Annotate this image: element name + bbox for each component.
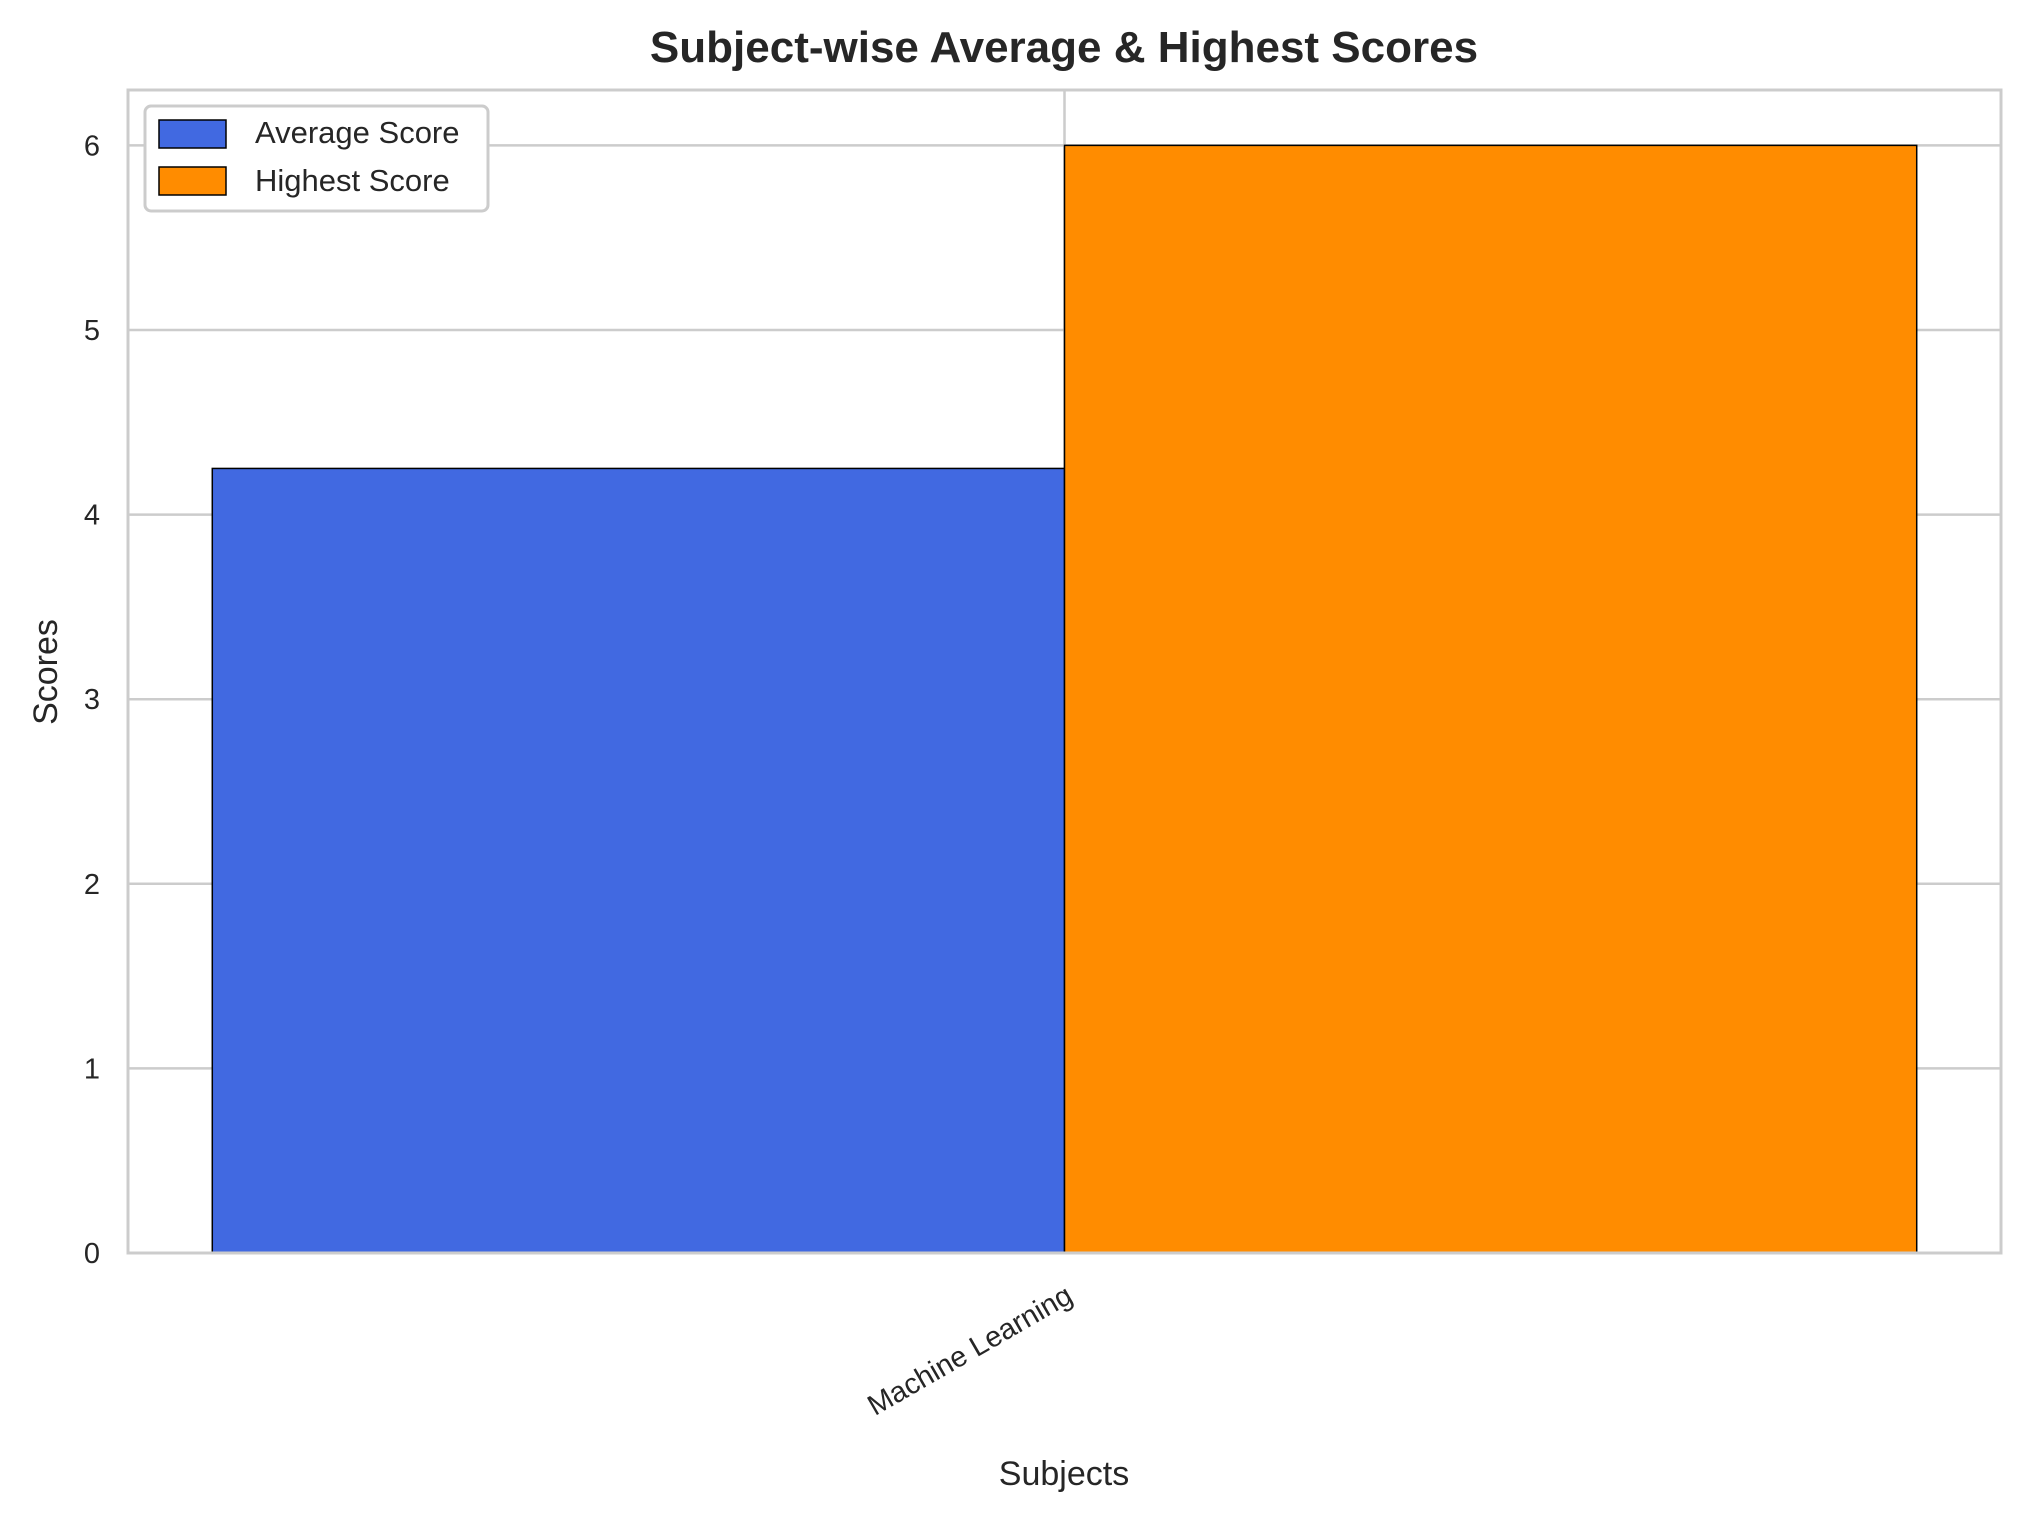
plot-frame [126,88,2003,1255]
y-tick-label: 1 [84,1053,100,1085]
chart-title: Subject-wise Average & Highest Scores [650,23,1478,72]
y-tick-label: 2 [84,869,100,901]
x-axis-label: Subjects [999,1455,1129,1493]
bar-average-score [211,467,1066,1254]
y-axis-label: Scores [27,619,65,725]
legend-label-highest-score: Highest Score [255,163,450,198]
y-tick-labels: 0 1 2 3 4 5 6 [84,130,100,1270]
y-tick-label: 6 [84,130,100,162]
bar-highest-score [1063,144,1918,1254]
y-tick-label: 5 [84,315,100,347]
legend-swatch-highest-score [158,166,227,196]
legend-box [143,104,490,213]
bars [211,144,1918,1254]
y-tick-label: 3 [84,684,100,716]
y-tick-label: 0 [84,1238,100,1270]
legend: Average Score Highest Score [143,104,490,213]
legend-label-average-score: Average Score [255,115,460,150]
y-tick-label: 4 [84,500,100,532]
legend-swatch-average-score [158,119,227,149]
